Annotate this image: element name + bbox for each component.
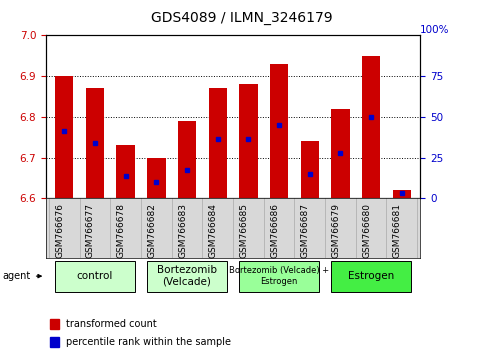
Bar bbox=[50, 337, 59, 347]
Text: GSM766676: GSM766676 bbox=[55, 203, 64, 258]
Text: GSM766680: GSM766680 bbox=[362, 203, 371, 258]
Text: GSM766683: GSM766683 bbox=[178, 203, 187, 258]
Bar bbox=[362, 56, 380, 198]
Text: GSM766687: GSM766687 bbox=[301, 203, 310, 258]
Bar bbox=[55, 76, 73, 198]
Text: GSM766682: GSM766682 bbox=[147, 203, 156, 258]
FancyBboxPatch shape bbox=[55, 261, 135, 292]
Bar bbox=[50, 319, 59, 329]
Text: GSM766686: GSM766686 bbox=[270, 203, 279, 258]
Text: 100%: 100% bbox=[420, 25, 450, 35]
Text: GSM766681: GSM766681 bbox=[393, 203, 402, 258]
FancyBboxPatch shape bbox=[239, 261, 319, 292]
Text: agent: agent bbox=[2, 271, 30, 281]
Text: GDS4089 / ILMN_3246179: GDS4089 / ILMN_3246179 bbox=[151, 11, 332, 25]
Text: Bortezomib
(Velcade): Bortezomib (Velcade) bbox=[157, 265, 217, 287]
FancyBboxPatch shape bbox=[147, 261, 227, 292]
Bar bbox=[300, 141, 319, 198]
Text: control: control bbox=[77, 271, 113, 281]
Text: GSM766679: GSM766679 bbox=[331, 203, 341, 258]
Bar bbox=[270, 64, 288, 198]
Bar bbox=[209, 88, 227, 198]
Text: Estrogen: Estrogen bbox=[348, 271, 394, 281]
Text: GSM766685: GSM766685 bbox=[240, 203, 248, 258]
Bar bbox=[147, 158, 166, 198]
Bar bbox=[116, 145, 135, 198]
Bar bbox=[393, 190, 411, 198]
Bar bbox=[239, 84, 257, 198]
Text: Bortezomib (Velcade) +
Estrogen: Bortezomib (Velcade) + Estrogen bbox=[229, 267, 329, 286]
Text: GSM766684: GSM766684 bbox=[209, 203, 218, 258]
Text: GSM766678: GSM766678 bbox=[117, 203, 126, 258]
Text: GSM766677: GSM766677 bbox=[86, 203, 95, 258]
Bar bbox=[331, 109, 350, 198]
Bar bbox=[86, 88, 104, 198]
Bar bbox=[46, 198, 420, 258]
FancyBboxPatch shape bbox=[331, 261, 411, 292]
Text: percentile rank within the sample: percentile rank within the sample bbox=[67, 337, 231, 347]
Text: transformed count: transformed count bbox=[67, 319, 157, 329]
Bar bbox=[178, 121, 196, 198]
